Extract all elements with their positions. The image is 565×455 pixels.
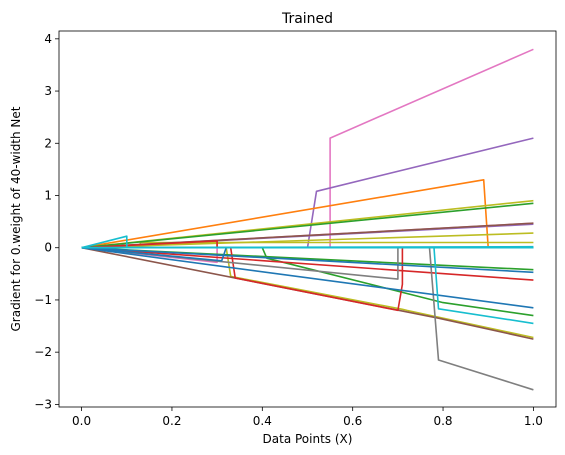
series-line-4 bbox=[81, 137, 534, 249]
x-axis-ticks: 0.0 0.2 0.4 0.6 0.8 1.0 bbox=[72, 407, 543, 428]
plot-frame bbox=[58, 30, 557, 408]
series-line-16 bbox=[81, 246, 534, 317]
y-tick-label: −1 bbox=[34, 293, 52, 307]
y-tick-label: −2 bbox=[34, 345, 52, 359]
series-line-18 bbox=[81, 246, 534, 281]
series-line-27 bbox=[81, 245, 534, 249]
y-tick-label: 3 bbox=[44, 84, 52, 98]
x-tick-label: 0.4 bbox=[253, 414, 272, 428]
y-tick-label: 1 bbox=[44, 189, 52, 203]
y-tick-label: 0 bbox=[44, 241, 52, 255]
series-line-22 bbox=[81, 246, 534, 309]
x-tick-label: 1.0 bbox=[524, 414, 543, 428]
plot-lines bbox=[81, 48, 534, 391]
x-tick-label: 0.0 bbox=[72, 414, 91, 428]
series-line-13 bbox=[81, 246, 534, 340]
series-line-9 bbox=[81, 232, 534, 249]
y-tick-label: 4 bbox=[44, 32, 52, 46]
series-line-14 bbox=[81, 202, 534, 249]
chart-title: Trained bbox=[281, 11, 333, 27]
y-axis-ticks: −3 −2 −1 0 1 2 3 4 bbox=[34, 32, 59, 411]
x-axis-label: Data Points (X) bbox=[263, 432, 353, 446]
y-axis-label: Gradient for 0.weight of 40-width Net bbox=[9, 106, 23, 331]
series-line-6 bbox=[81, 179, 534, 249]
x-tick-label: 0.6 bbox=[343, 414, 362, 428]
x-tick-label: 0.2 bbox=[162, 414, 181, 428]
y-tick-label: −3 bbox=[34, 397, 52, 411]
series-line-23 bbox=[81, 246, 534, 274]
y-tick-label: 2 bbox=[44, 136, 52, 150]
x-tick-label: 0.8 bbox=[433, 414, 452, 428]
series-line-1 bbox=[81, 48, 534, 249]
